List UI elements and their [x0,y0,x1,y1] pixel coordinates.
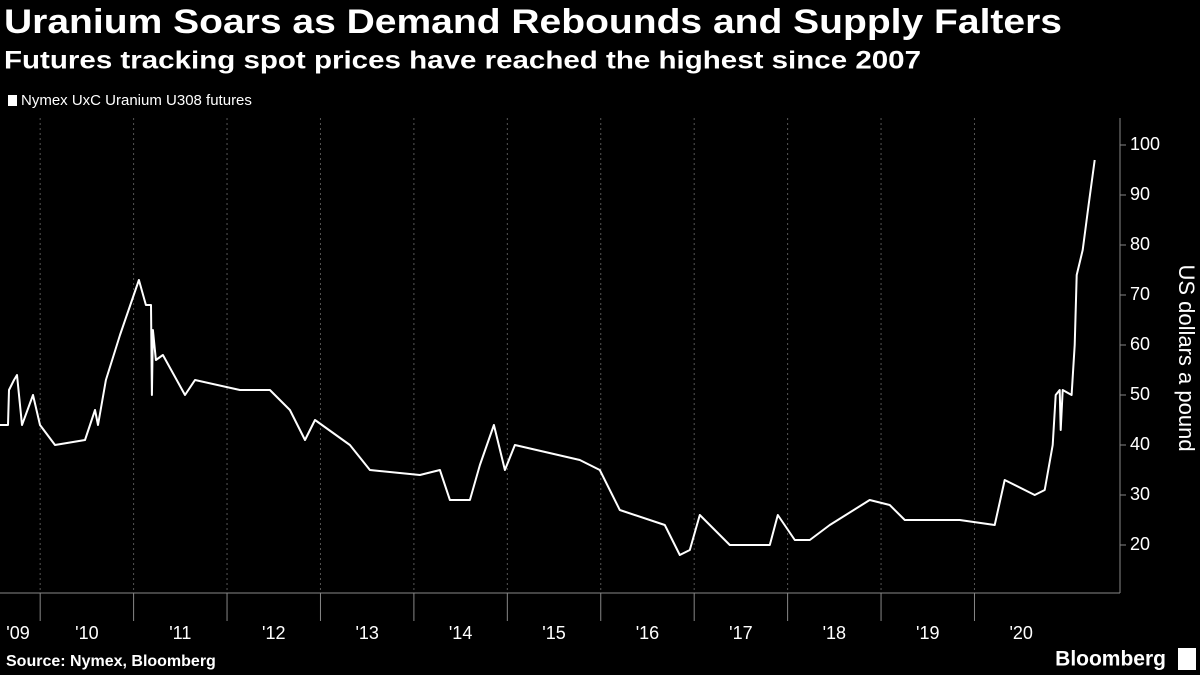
y-tick-label: 20 [1130,534,1150,554]
x-tick-label: '12 [262,623,285,643]
x-tick-label: '09 [6,623,29,643]
brand-icon [1178,648,1196,670]
brand: Bloomberg [1055,648,1166,671]
x-tick-label: '15 [542,623,565,643]
y-tick-label: 40 [1130,434,1150,454]
x-tick-label: '19 [916,623,939,643]
legend-swatch [8,95,17,106]
x-tick-label: '16 [636,623,659,643]
source: Source: Nymex, Bloomberg [6,653,216,670]
x-tick-label: '11 [169,623,191,643]
x-tick-label: '14 [449,623,472,643]
x-tick-label: '18 [823,623,846,643]
chart-title: Uranium Soars as Demand Rebounds and Sup… [4,3,1062,41]
y-tick-label: 100 [1130,134,1160,154]
y-tick-label: 50 [1130,384,1150,404]
x-tick-label: '17 [729,623,752,643]
y-tick-label: 70 [1130,284,1150,304]
x-tick-label: '10 [75,623,98,643]
y-tick-label: 90 [1130,184,1150,204]
y-tick-label: 60 [1130,334,1150,354]
x-tick-label: '20 [1009,623,1032,643]
chart-subtitle: Futures tracking spot prices have reache… [4,47,921,75]
y-tick-label: 30 [1130,484,1150,504]
legend-label: Nymex UxC Uranium U308 futures [21,92,252,109]
y-tick-label: 80 [1130,234,1150,254]
series-line [0,159,1096,556]
x-tick-label: '13 [355,623,378,643]
y-axis-label: US dollars a pound [1174,264,1199,451]
